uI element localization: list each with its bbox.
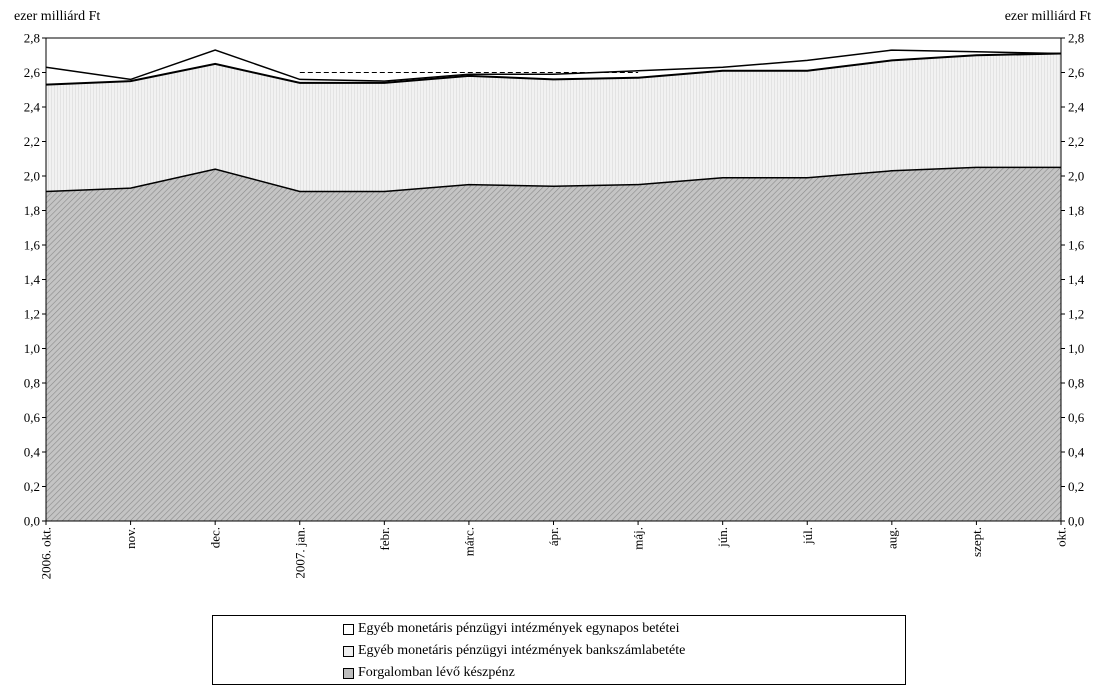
area-cash bbox=[46, 167, 1061, 521]
x-tick-label: nov. bbox=[123, 527, 138, 549]
legend-label-overnight: Egyéb monetáris pénzügyi intézmények egy… bbox=[358, 621, 680, 636]
y-tick-label-right: 2,4 bbox=[1068, 100, 1085, 115]
y-tick-label-right: 2,6 bbox=[1068, 65, 1085, 80]
y-tick-label-right: 0,0 bbox=[1068, 514, 1084, 529]
legend-item-current-account: Egyéb monetáris pénzügyi intézmények ban… bbox=[343, 643, 685, 659]
y-tick-label-left: 1,8 bbox=[24, 203, 40, 218]
x-tick-label: aug. bbox=[884, 527, 899, 549]
x-tick-label: dec. bbox=[208, 527, 223, 548]
x-tick-label: 2007. jan. bbox=[292, 527, 307, 579]
y-tick-label-left: 1,0 bbox=[24, 341, 40, 356]
legend-item-overnight: Egyéb monetáris pénzügyi intézmények egy… bbox=[343, 621, 680, 637]
x-tick-label: márc. bbox=[461, 527, 476, 556]
legend-item-cash: Forgalomban lévő készpénz bbox=[343, 665, 515, 681]
y-tick-label-left: 0,6 bbox=[24, 410, 41, 425]
legend-label-current-account: Egyéb monetáris pénzügyi intézmények ban… bbox=[358, 643, 686, 658]
x-tick-label: okt. bbox=[1054, 527, 1069, 547]
area-overnight bbox=[46, 50, 1061, 85]
y-tick-label-right: 1,4 bbox=[1068, 272, 1085, 287]
y-tick-label-right: 0,6 bbox=[1068, 410, 1085, 425]
x-tick-label: jún. bbox=[715, 527, 730, 548]
y-tick-label-left: 1,2 bbox=[24, 307, 40, 322]
y-tick-label-right: 2,8 bbox=[1068, 31, 1084, 46]
y-tick-label-left: 2,4 bbox=[24, 100, 41, 115]
y-tick-label-left: 1,4 bbox=[24, 272, 41, 287]
legend-swatch-cash bbox=[343, 667, 354, 679]
y-tick-label-left: 2,8 bbox=[24, 31, 40, 46]
x-tick-label: szept. bbox=[969, 527, 984, 557]
line-overnight bbox=[45, 49, 1062, 82]
x-tick-label: febr. bbox=[377, 527, 392, 550]
legend-swatch-current-account bbox=[343, 645, 354, 657]
x-tick-label: 2006. okt. bbox=[39, 527, 54, 579]
right-axis-unit-label: ezer milliárd Ft bbox=[1004, 9, 1091, 24]
axes: 0,0 0,0 0,2 0,2 0,4 0,4 0,6 0,6 0,8 0,8 1,0 1,0 1,2 1… bbox=[24, 31, 1085, 580]
y-tick-label-left: 2,6 bbox=[24, 65, 41, 80]
x-tick-label: júl. bbox=[800, 527, 815, 545]
left-axis-unit-label: ezer milliárd Ft bbox=[14, 9, 101, 24]
y-tick-label-right: 0,8 bbox=[1068, 376, 1084, 391]
y-tick-label-left: 0,0 bbox=[24, 514, 40, 529]
y-tick-label-right: 2,0 bbox=[1068, 169, 1084, 184]
y-tick-label-right: 0,2 bbox=[1068, 479, 1084, 494]
y-tick-label-right: 2,2 bbox=[1068, 134, 1084, 149]
x-tick-label: máj. bbox=[631, 527, 646, 550]
y-tick-label-left: 0,8 bbox=[24, 376, 40, 391]
y-tick-label-right: 1,0 bbox=[1068, 341, 1084, 356]
y-tick-label-left: 2,0 bbox=[24, 169, 40, 184]
y-tick-label-left: 1,6 bbox=[24, 238, 41, 253]
y-tick-label-left: 0,4 bbox=[24, 445, 41, 460]
plot-area bbox=[45, 49, 1062, 521]
legend-label-cash: Forgalomban lévő készpénz bbox=[358, 665, 515, 680]
y-tick-label-right: 1,8 bbox=[1068, 203, 1084, 218]
y-tick-label-right: 1,2 bbox=[1068, 307, 1084, 322]
y-tick-label-left: 0,2 bbox=[24, 479, 40, 494]
legend: Egyéb monetáris pénzügyi intézmények egy… bbox=[212, 615, 906, 685]
y-tick-label-right: 0,4 bbox=[1068, 445, 1085, 460]
line-current-account bbox=[45, 52, 1062, 86]
x-tick-label: ápr. bbox=[546, 527, 561, 546]
y-tick-label-left: 2,2 bbox=[24, 134, 40, 149]
area-current-account bbox=[46, 53, 1061, 192]
legend-swatch-overnight bbox=[343, 623, 354, 635]
line-cash bbox=[45, 166, 1061, 193]
y-tick-label-right: 1,6 bbox=[1068, 238, 1085, 253]
